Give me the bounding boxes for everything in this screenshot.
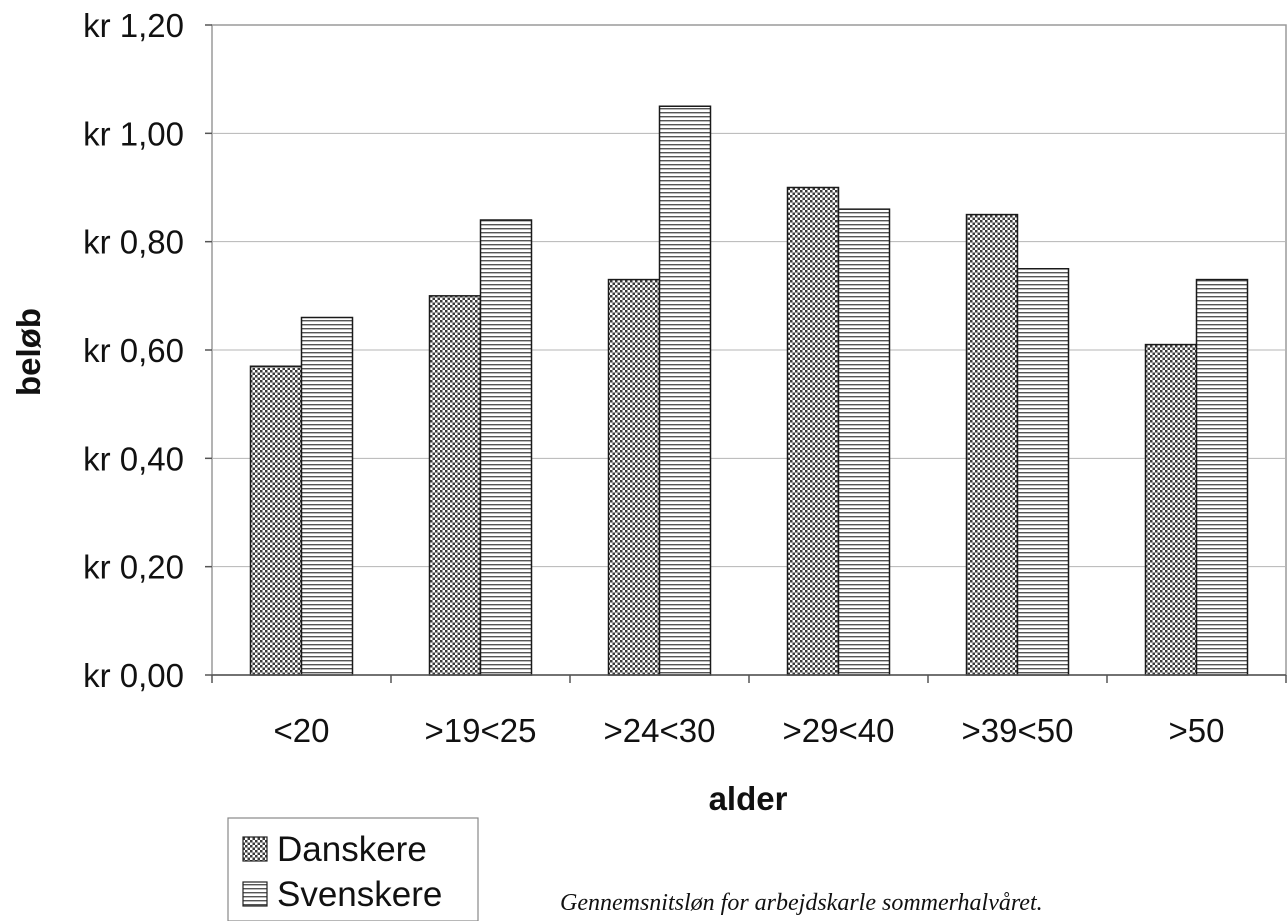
y-tick-label: kr 0,80 <box>83 224 184 261</box>
bars <box>249 105 1249 676</box>
x-tick-label: >39<50 <box>962 712 1074 749</box>
x-axis-title: alder <box>709 780 788 817</box>
bar-svenskere-0 <box>300 316 354 676</box>
legend-swatch-danskere <box>242 836 268 862</box>
x-tick-label: >29<40 <box>783 712 895 749</box>
bar-danskere-2 <box>607 278 661 676</box>
y-tick-label: kr 0,00 <box>83 657 184 694</box>
y-axis-ticks: kr 0,00 kr 0,20 kr 0,40 kr 0,60 kr 0,80 kr 1,… <box>83 7 212 694</box>
bar-danskere-0 <box>249 365 303 676</box>
bar-svenskere-2 <box>658 105 712 676</box>
bar-svenskere-4 <box>1016 268 1070 676</box>
x-axis-labels: <20 >19<25 >24<30 >29<40 >39<50 >50 <box>274 712 1225 749</box>
x-tick-label: >24<30 <box>604 712 716 749</box>
bar-svenskere-5 <box>1195 278 1249 676</box>
bar-danskere-1 <box>428 295 482 676</box>
legend-label-svenskere: Svenskere <box>277 875 442 914</box>
y-tick-label: kr 1,20 <box>83 7 184 44</box>
bar-svenskere-1 <box>479 219 533 676</box>
y-tick-label: kr 0,60 <box>83 332 184 369</box>
y-tick-label: kr 0,20 <box>83 549 184 586</box>
x-tick-label: >19<25 <box>425 712 537 749</box>
bar-danskere-5 <box>1144 343 1198 676</box>
y-tick-label: kr 1,00 <box>83 115 184 152</box>
bar-danskere-3 <box>786 186 840 676</box>
y-axis-title: beløb <box>10 308 47 396</box>
x-axis-ticks <box>211 675 1287 683</box>
gridlines <box>212 132 1286 568</box>
chart-caption: Gennemsnitsløn for arbejdskarle sommerha… <box>560 890 1043 916</box>
x-tick-label: >50 <box>1169 712 1225 749</box>
legend-swatch-svenskere <box>242 881 268 907</box>
bar-svenskere-3 <box>837 208 891 676</box>
legend: Danskere Svenskere <box>227 817 479 921</box>
y-tick-label: kr 0,40 <box>83 440 184 477</box>
legend-label-danskere: Danskere <box>277 830 427 869</box>
x-tick-label: <20 <box>274 712 330 749</box>
bar-danskere-4 <box>965 213 1019 676</box>
